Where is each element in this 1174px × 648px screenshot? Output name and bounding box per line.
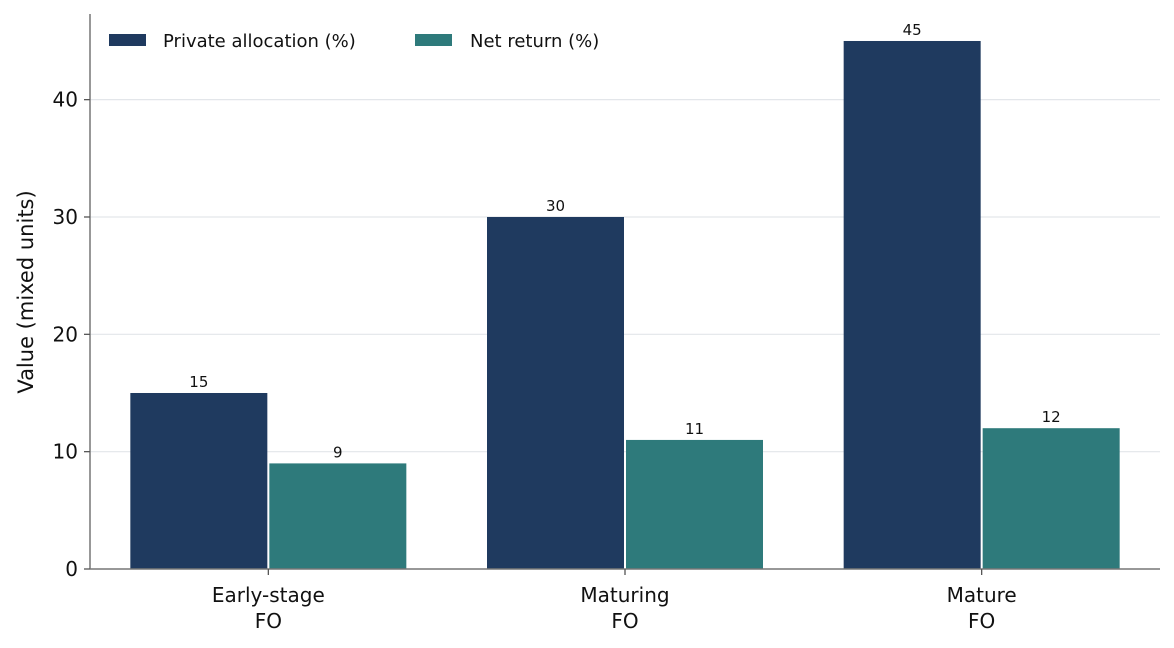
x-tick-label: Mature <box>947 583 1017 607</box>
data-label: 9 <box>333 443 343 461</box>
bar <box>843 40 981 570</box>
legend-label: Net return (%) <box>470 31 599 52</box>
legend: Private allocation (%) Net return (%) <box>109 31 599 52</box>
x-tick-label: Maturing <box>580 583 669 607</box>
legend-swatch <box>415 34 452 46</box>
y-tick-label: 30 <box>53 205 78 229</box>
legend-label: Private allocation (%) <box>163 31 356 52</box>
x-tick-label: FO <box>611 609 638 633</box>
data-label: 12 <box>1042 408 1061 426</box>
gridlines <box>90 99 1160 453</box>
data-label: 30 <box>546 197 565 215</box>
y-tick-label: 10 <box>53 440 78 464</box>
data-label: 45 <box>903 21 922 39</box>
bar <box>626 439 763 569</box>
bar <box>130 392 268 569</box>
bar <box>487 216 624 569</box>
legend-swatch <box>109 34 146 46</box>
bar <box>269 463 407 569</box>
data-label: 11 <box>685 420 704 438</box>
y-axis-title: Value (mixed units) <box>14 190 38 393</box>
x-tick-label: FO <box>968 609 995 633</box>
data-label: 15 <box>189 373 208 391</box>
x-tick-label: FO <box>255 609 282 633</box>
x-tick-label: Early-stage <box>212 583 325 607</box>
y-axis-ticks: 0 10 20 30 40 <box>53 88 90 581</box>
y-tick-label: 20 <box>53 322 78 346</box>
y-tick-label: 0 <box>65 557 78 581</box>
data-labels: 15 9 30 11 45 12 <box>189 21 1060 461</box>
bars <box>130 40 1120 570</box>
bar <box>982 428 1120 569</box>
y-tick-label: 40 <box>53 88 78 112</box>
